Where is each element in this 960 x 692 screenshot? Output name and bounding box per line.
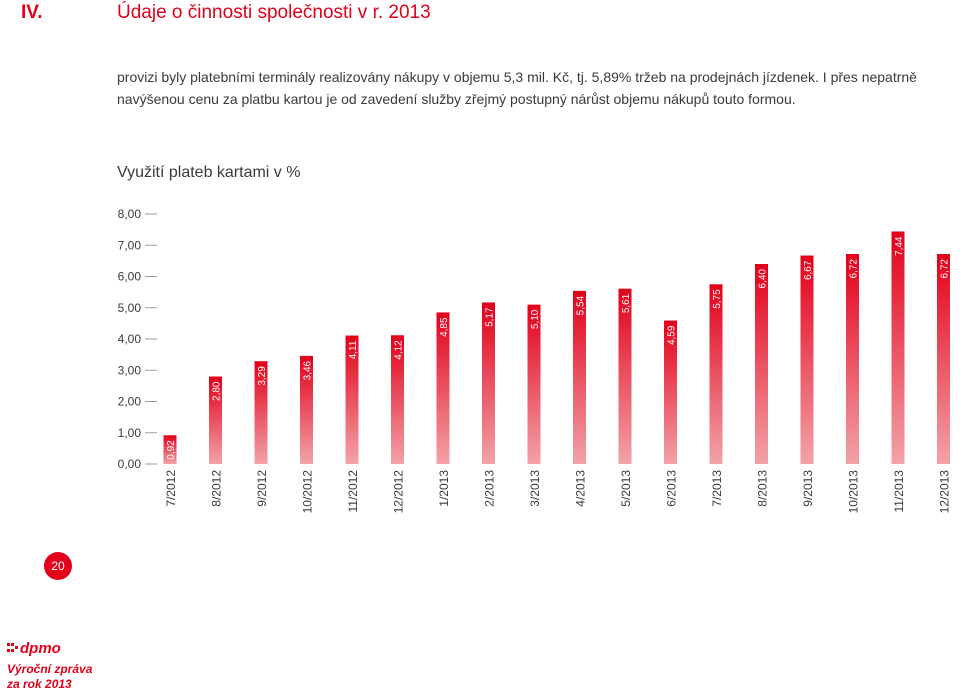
bar-5-2013 xyxy=(618,288,632,464)
bar-4-2013 xyxy=(573,290,586,464)
page-title: Údaje o činnosti společnosti v r. 2013 xyxy=(117,2,431,23)
y-tick-label: 4,00 xyxy=(118,332,142,346)
bar-value-label: 5,17 xyxy=(485,307,496,327)
bar-11-2013 xyxy=(891,231,905,464)
bar-value-label: 6,72 xyxy=(849,259,860,279)
bar-value-label: 2,80 xyxy=(212,381,223,401)
x-tick-label: 8/2013 xyxy=(756,470,770,507)
intro-paragraph: provizi byly platebními terminály realiz… xyxy=(117,69,917,107)
bar-value-label: 7,44 xyxy=(894,236,905,256)
dpmo-logo: dpmo xyxy=(7,640,61,656)
bar-value-label: 4,59 xyxy=(667,325,678,345)
x-tick-label: 10/2012 xyxy=(301,470,315,514)
bar-chart: 0,00 1,00 2,00 3,00 4,00 5,00 6,00 7,00 8,00 0,9… xyxy=(118,207,952,514)
y-tick-label: 7,00 xyxy=(118,238,142,252)
x-tick-label: 1/2013 xyxy=(437,470,451,507)
bar-6-2013 xyxy=(664,320,677,464)
bar-8-2013 xyxy=(755,264,768,464)
y-tick-label: 6,00 xyxy=(118,270,142,284)
bar-value-label: 5,75 xyxy=(712,289,723,309)
section-number: IV. xyxy=(21,2,43,23)
x-tick-label: 11/2012 xyxy=(346,470,360,513)
bar-value-label: 3,46 xyxy=(303,360,314,380)
page-number-badge: 20 xyxy=(44,552,72,580)
bar-10-2012 xyxy=(300,355,313,464)
y-tick-label: 3,00 xyxy=(118,363,142,377)
bar-value-label: 4,85 xyxy=(439,317,450,337)
bar-7-2013 xyxy=(709,284,723,464)
x-tick-label: 11/2013 xyxy=(892,470,906,513)
bar-12-2012 xyxy=(391,335,404,464)
bar-value-label: 0,92 xyxy=(166,440,177,460)
bar-8-2012 xyxy=(209,376,222,464)
bar-value-label: 3,29 xyxy=(257,366,268,386)
bar-value-label: 5,54 xyxy=(576,295,587,315)
bar-11-2012 xyxy=(345,335,359,464)
x-tick-label: 3/2013 xyxy=(528,470,542,507)
x-tick-label: 2/2013 xyxy=(483,470,497,507)
y-tick-label: 8,00 xyxy=(118,207,142,221)
x-tick-label: 12/2013 xyxy=(938,470,952,514)
bar-value-label: 6,72 xyxy=(940,259,951,279)
x-tick-label: 8/2012 xyxy=(210,470,224,507)
y-axis: 0,00 1,00 2,00 3,00 4,00 5,00 6,00 7,00 8,00 xyxy=(118,207,157,471)
bar-value-label: 4,12 xyxy=(394,340,405,360)
x-tick-label: 9/2012 xyxy=(255,470,269,507)
y-tick-label: 1,00 xyxy=(118,426,142,440)
bars: 0,92 2,80 3,29 3,46 4,11 4,12 4,85 5,17 5,10 5,54… xyxy=(163,231,951,464)
x-axis: 7/2012 8/2012 9/2012 10/2012 11/2012 12/2012 1… xyxy=(164,470,952,514)
bar-value-label: 4,11 xyxy=(348,340,359,359)
x-tick-label: 9/2013 xyxy=(801,470,815,507)
bar-3-2013 xyxy=(527,304,541,464)
bar-1-2013 xyxy=(436,312,450,464)
x-tick-label: 6/2013 xyxy=(665,470,679,507)
logo-text: dpmo xyxy=(20,640,61,656)
y-tick-label: 2,00 xyxy=(118,395,142,409)
bar-10-2013 xyxy=(846,254,859,464)
x-tick-label: 12/2012 xyxy=(392,470,406,514)
x-tick-label: 5/2013 xyxy=(619,470,633,507)
bar-2-2013 xyxy=(482,302,495,464)
y-tick-label: 5,00 xyxy=(118,301,142,315)
bar-7-2012 xyxy=(163,435,177,464)
x-tick-label: 7/2012 xyxy=(164,470,178,507)
bar-12-2013 xyxy=(937,254,950,464)
bar-value-label: 6,40 xyxy=(758,269,769,289)
bar-value-label: 5,10 xyxy=(530,309,541,329)
bar-9-2013 xyxy=(800,255,814,464)
bar-value-label: 5,61 xyxy=(621,293,632,313)
bar-value-label: 6,67 xyxy=(803,260,814,280)
bar-9-2012 xyxy=(254,361,268,464)
x-tick-label: 4/2013 xyxy=(574,470,588,507)
x-tick-label: 10/2013 xyxy=(847,470,861,514)
chart-title: Využití plateb kartami v % xyxy=(117,164,301,181)
annual-report-label: Výroční zpráva za rok 2013 xyxy=(7,662,93,691)
y-tick-label: 0,00 xyxy=(118,457,142,471)
x-tick-label: 7/2013 xyxy=(710,470,724,507)
